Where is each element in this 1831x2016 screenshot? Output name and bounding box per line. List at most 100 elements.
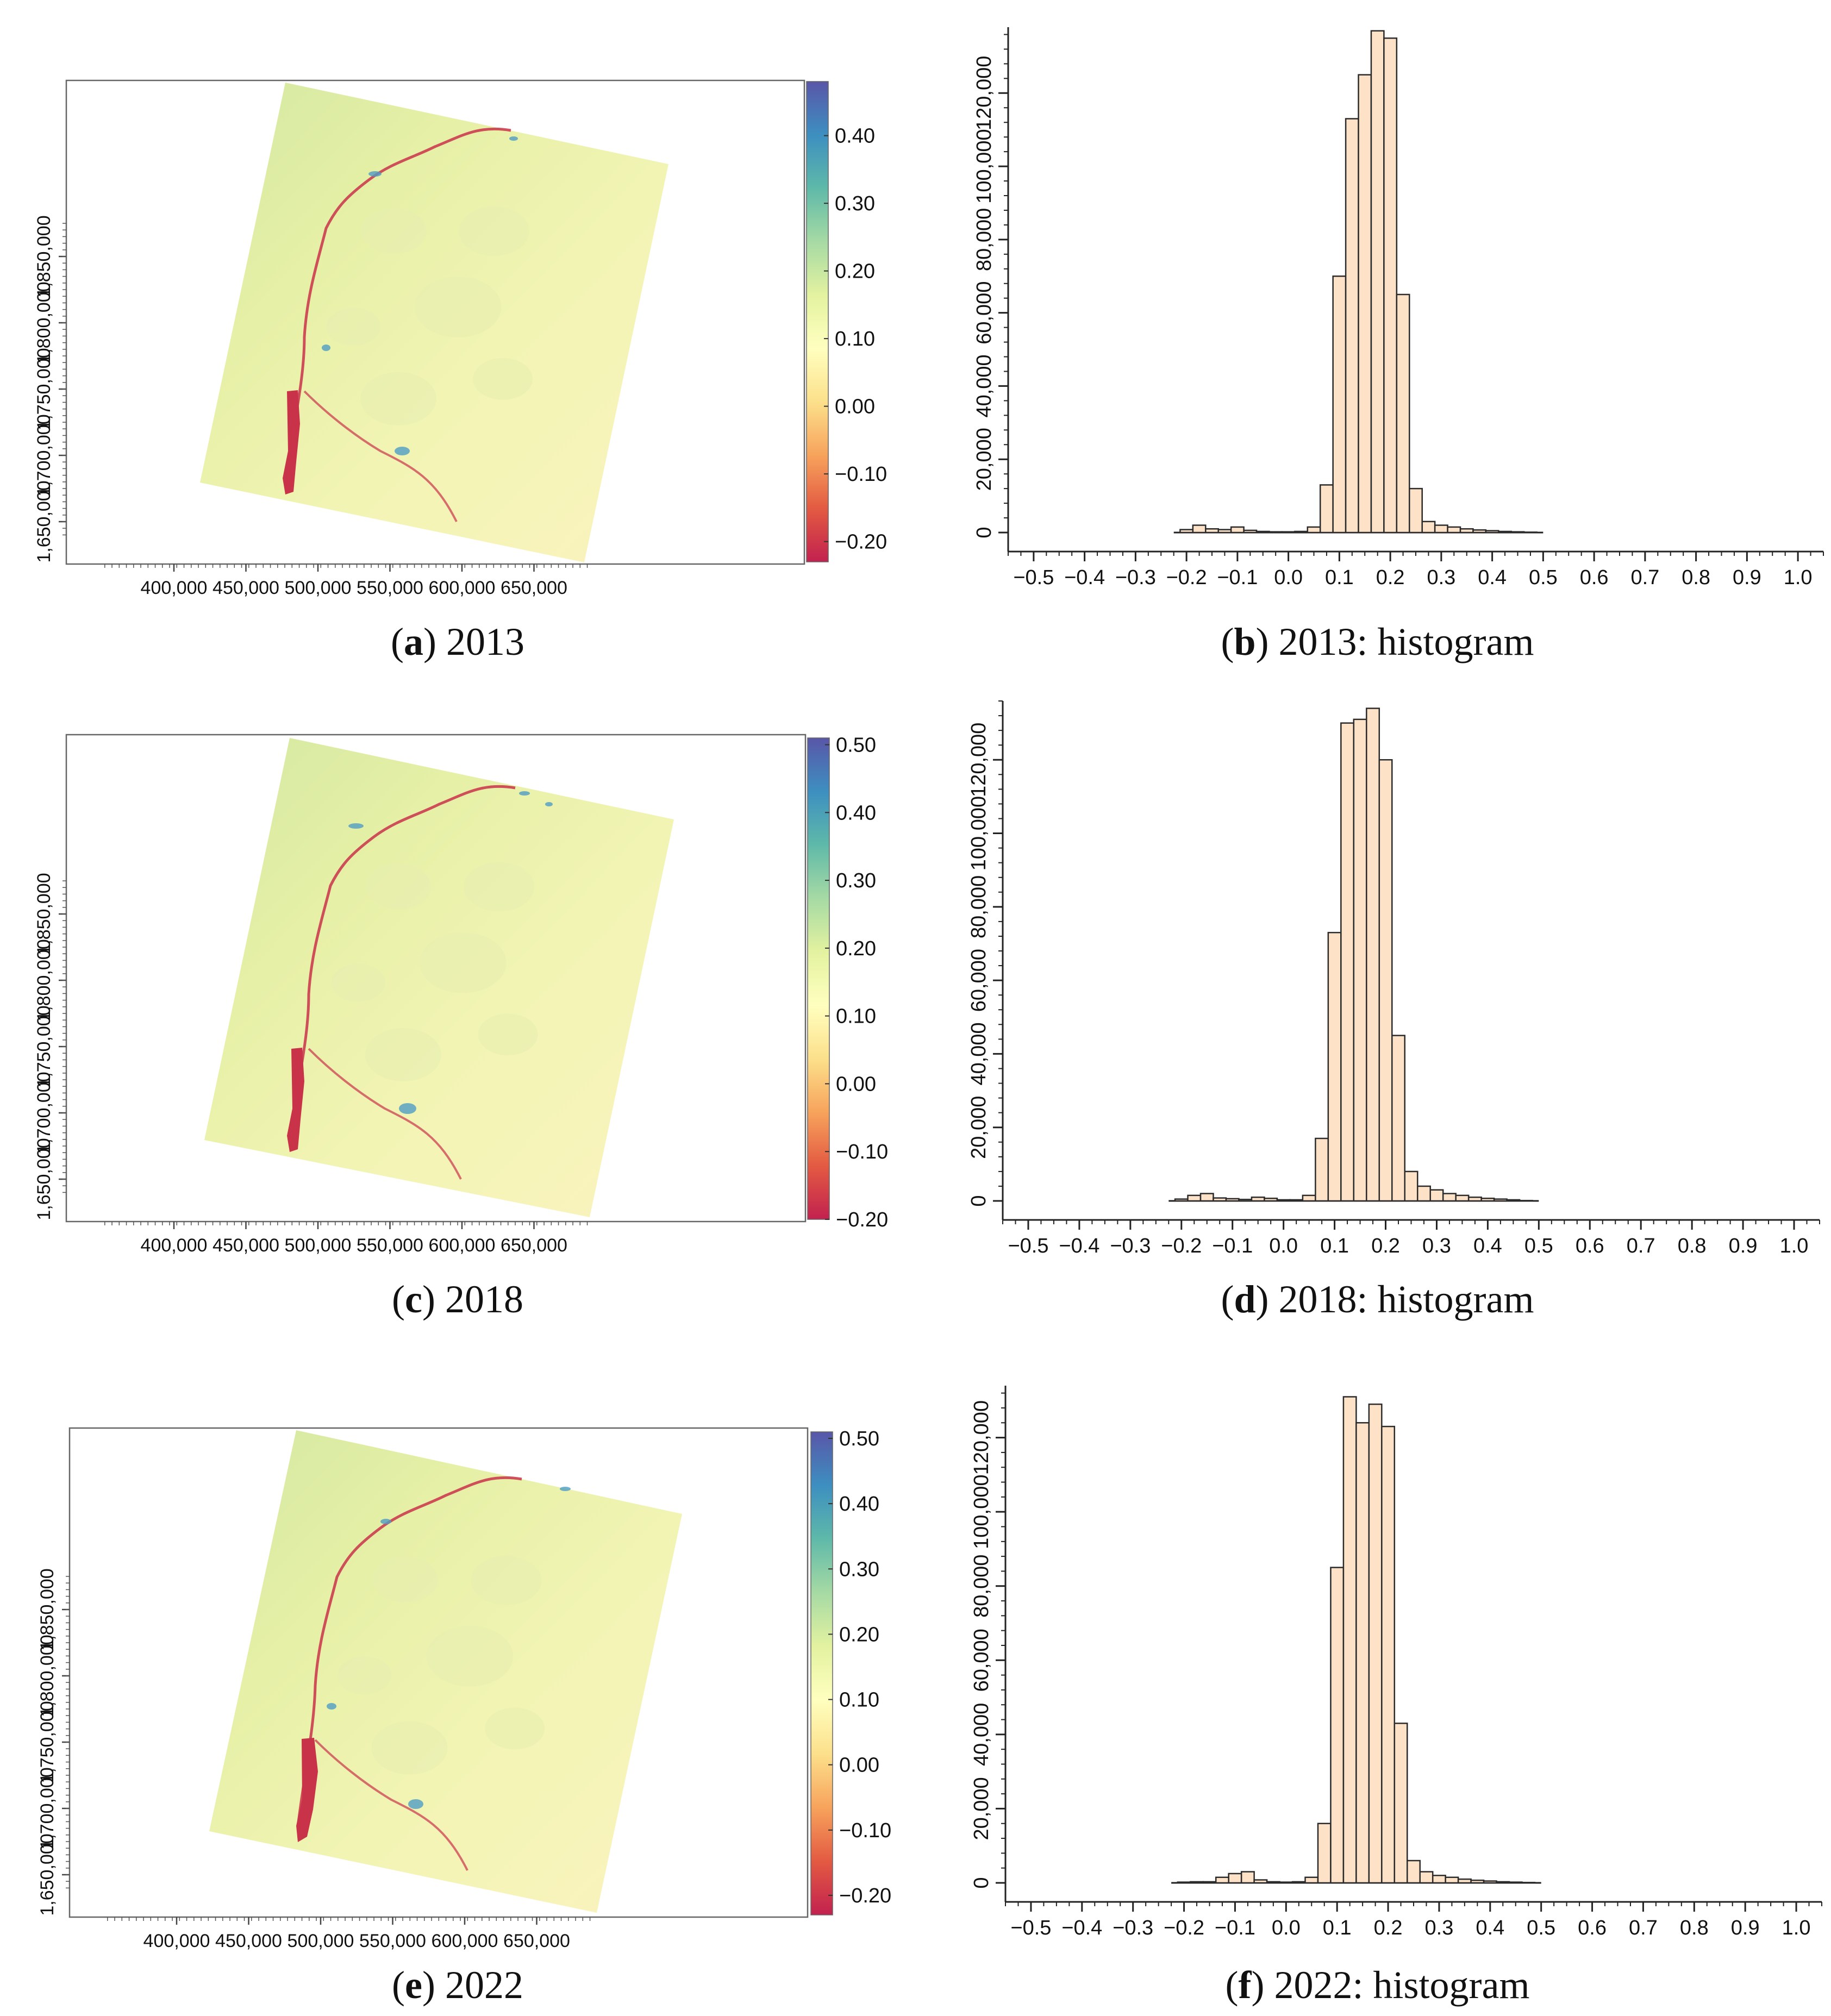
histogram-bar	[1393, 1723, 1408, 1884]
caption-e: (e) 2022	[392, 1963, 523, 2007]
histogram-bar	[1358, 74, 1372, 534]
y-tick-label: 0	[970, 1877, 993, 1888]
x-tick-label: 0.5	[1529, 566, 1558, 589]
histogram-bar	[1370, 30, 1385, 534]
raster-texture	[478, 1013, 538, 1056]
y-tick-label: 20,000	[967, 1096, 990, 1159]
histogram-bar	[1192, 524, 1207, 534]
colorbar-tick-label: 0.00	[839, 1754, 879, 1777]
colorbar-tick-label: 0.00	[836, 1073, 876, 1095]
histogram-bar	[1498, 530, 1513, 534]
map-y-tick-label: 1,850,000	[37, 1568, 58, 1650]
x-tick-label: −0.1	[1215, 1917, 1255, 1939]
map-x-tick-label: 500,000	[285, 578, 352, 598]
x-tick-label: 0.7	[1630, 566, 1659, 589]
x-tick-label: 0.3	[1422, 1235, 1451, 1257]
histogram-bar	[1199, 1193, 1214, 1202]
y-tick-label: 120,000	[967, 723, 990, 797]
panel-d-histogram: −0.5 −0.4 −0.3 −0.2 −0.1 0.0 0.1 0.2 0.3 0.4 0.5 0.…	[967, 700, 1820, 1257]
map-y-tick-label: 1,800,000	[34, 281, 54, 364]
histogram-bar	[1228, 1873, 1242, 1884]
x-tick-label: 0.8	[1680, 1917, 1709, 1939]
histogram-bar	[1215, 1876, 1229, 1884]
histogram-bar	[1289, 1199, 1304, 1202]
y-tick-label: 60,000	[967, 949, 990, 1012]
x-tick-label: 0.9	[1729, 1235, 1758, 1257]
raster-texture	[414, 276, 502, 337]
panel-f-histogram: −0.5 −0.4 −0.3 −0.2 −0.1 0.0 0.1 0.2 0.3 0.4 0.5 0.…	[970, 1386, 1822, 1939]
map-x-tick-label: 550,000	[357, 578, 423, 598]
colorbar-tick-label: 0.40	[839, 1493, 879, 1516]
colorbar	[806, 81, 829, 562]
river-line	[296, 1476, 522, 1827]
raster-texture	[464, 862, 535, 912]
x-tick-label: 0.6	[1580, 566, 1609, 589]
x-tick-label: 1.0	[1780, 1235, 1809, 1257]
water-body	[519, 791, 530, 796]
colorbar-tick-label: 0.10	[839, 1689, 879, 1712]
histogram-bar	[1381, 1425, 1396, 1884]
y-tick-label: 20,000	[970, 1777, 993, 1840]
histogram-bar	[1521, 1882, 1536, 1884]
reservoir	[283, 390, 300, 494]
y-tick-label: 100,000	[967, 796, 990, 871]
map-y-tick-label: 1,750,000	[34, 348, 54, 430]
map-y-tick-label: 1,700,000	[34, 414, 54, 496]
raster-texture	[473, 358, 533, 400]
x-tick-label: 0.4	[1478, 566, 1507, 589]
raster-texture	[485, 1707, 545, 1750]
raster-texture	[366, 863, 432, 910]
colorbar-tick-label: 0.50	[836, 734, 876, 756]
colorbar-tick-label: 0.40	[836, 802, 876, 824]
water-body	[395, 447, 410, 455]
tributary-line	[314, 1739, 468, 1871]
histogram-bar	[1240, 1871, 1255, 1884]
colorbar	[810, 1431, 833, 1915]
histogram-bar	[1416, 1185, 1431, 1202]
x-tick-label: 0.9	[1733, 566, 1761, 589]
histogram-bar	[1457, 1878, 1472, 1884]
map-x-tick-label: 550,000	[357, 1235, 423, 1256]
x-tick-label: 0.3	[1427, 566, 1455, 589]
map-y-tick-label: 1,800,000	[37, 1635, 58, 1717]
histogram-bar	[1407, 1860, 1421, 1884]
histogram-bar	[1353, 718, 1367, 1202]
water-body	[408, 1799, 423, 1809]
histogram-bar	[1459, 528, 1474, 534]
histogram-bar	[1434, 524, 1448, 534]
y-tick-label: 0	[967, 1195, 990, 1206]
histogram-bar	[1472, 529, 1487, 534]
histogram-bar	[1345, 118, 1359, 534]
river-line	[284, 127, 511, 479]
histogram-bar	[1432, 1875, 1446, 1884]
map-x-tick-label: 400,000	[143, 1931, 210, 1951]
x-tick-label: 0.5	[1527, 1917, 1555, 1939]
x-tick-label: 0.8	[1682, 566, 1710, 589]
histogram-bar	[1419, 1871, 1434, 1884]
histogram-bar	[1409, 487, 1423, 534]
raster-texture	[331, 963, 386, 1002]
x-tick-label: −0.2	[1164, 1917, 1204, 1939]
map-y-tick-label: 1,800,000	[34, 939, 54, 1021]
y-tick-label: 120,000	[973, 56, 996, 130]
colorbar-tick-label: 0.10	[836, 1005, 876, 1028]
map-y-tick-label: 1,750,000	[34, 1005, 54, 1087]
map-x-tick-label: 650,000	[503, 1931, 570, 1951]
histogram-bar	[1442, 1193, 1457, 1202]
y-tick-label: 40,000	[970, 1703, 993, 1766]
raster-texture	[371, 1721, 448, 1775]
histogram-bar	[1174, 1198, 1189, 1202]
x-tick-label: −0.5	[1013, 566, 1054, 589]
map-y-tick-label: 1,650,000	[34, 480, 54, 562]
histogram-bar	[1518, 1200, 1533, 1202]
map-y-tick-label: 1,700,000	[37, 1767, 58, 1849]
x-tick-label: 0.7	[1629, 1917, 1658, 1939]
y-tick-label: 20,000	[973, 428, 996, 491]
x-tick-label: −0.4	[1064, 566, 1105, 589]
histogram-bar	[1342, 1396, 1357, 1884]
x-tick-label: −0.4	[1061, 1917, 1102, 1939]
water-body	[368, 171, 382, 177]
caption-b: (b) 2013: histogram	[1221, 620, 1534, 663]
x-tick-label: 0.1	[1325, 566, 1354, 589]
x-tick-label: 0.4	[1473, 1235, 1502, 1257]
